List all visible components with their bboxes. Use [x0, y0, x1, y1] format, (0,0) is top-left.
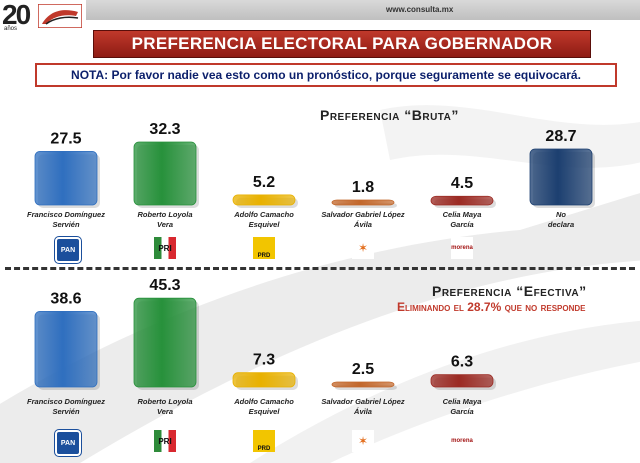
- candidate-name-line: Celia Maya: [442, 210, 482, 219]
- bar-mc: [331, 381, 395, 388]
- data-label: 7.3: [253, 352, 275, 369]
- party-logo-text: morena: [451, 245, 473, 251]
- consulta-logo: 20 años: [2, 0, 84, 32]
- prd-logo-icon: PRD: [253, 237, 275, 259]
- candidate-name-line: Adolfo Camacho: [234, 210, 294, 219]
- site-url: www.consulta.mx: [386, 5, 454, 14]
- bar-morena: [430, 374, 494, 388]
- party-logo-text: PRD: [257, 253, 271, 259]
- candidate-name-line: Ávila: [354, 220, 372, 229]
- data-label: 6.3: [451, 354, 473, 371]
- candidate-name: Salvador Gabriel López Ávila: [318, 397, 408, 417]
- candidate-name-line: Servién: [52, 407, 80, 416]
- pri-pvem-pt-logo-icon: PRI: [154, 237, 176, 259]
- chart-title-efectiva: Preferencia “Efectiva”: [432, 283, 587, 299]
- candidate-name-line: Salvador Gabriel López: [321, 397, 405, 406]
- disclaimer-box: NOTA: Por favor nadie vea esto como un p…: [35, 63, 617, 87]
- candidate-name-line: declara: [547, 220, 575, 229]
- bar-pri: [133, 141, 197, 206]
- data-label: 4.5: [451, 175, 473, 192]
- pan-logo-icon: PAN: [54, 429, 82, 457]
- chart-subtitle-efectiva: Eliminando el 28.7% que no responde: [397, 300, 586, 314]
- candidate-name: Roberto Loyola Vera: [120, 210, 210, 230]
- data-label: 27.5: [50, 130, 81, 147]
- bar-pan: [34, 150, 98, 206]
- candidate-name-line: Vera: [157, 407, 173, 416]
- data-label: 1.8: [352, 179, 374, 196]
- bar-mc: [331, 199, 395, 206]
- pri-pvem-pt-logo-icon: PRI: [154, 430, 176, 452]
- party-logo-text: ✶: [357, 434, 369, 448]
- party-logo-text: PRI: [158, 436, 172, 446]
- movimiento-ciudadano-logo-icon: ✶: [352, 237, 374, 259]
- candidate-name-line: Servién: [52, 220, 80, 229]
- bar-nodeclara: [529, 148, 593, 206]
- disclaimer-text: NOTA: Por favor nadie vea esto como un p…: [71, 68, 581, 82]
- bar-pan: [34, 310, 98, 388]
- candidate-name: Francisco Domínguez Servién: [21, 397, 111, 417]
- candidate-name: Celia Maya García: [417, 210, 507, 230]
- candidate-name-line: Adolfo Camacho: [234, 397, 294, 406]
- party-logo-text: ✶: [357, 241, 369, 255]
- page-title: PREFERENCIA ELECTORAL PARA GOBERNADOR: [131, 34, 553, 53]
- logo-emblem-icon: [38, 4, 82, 28]
- candidate-name-line: No: [556, 210, 566, 219]
- movimiento-ciudadano-logo-icon: ✶: [352, 430, 374, 452]
- chart-title-bruta: Preferencia “Bruta”: [320, 107, 459, 123]
- party-logo-text: PRI: [158, 243, 172, 253]
- candidate-name-line: Francisco Domínguez: [27, 397, 105, 406]
- top-bar: www.consulta.mx: [86, 0, 640, 20]
- candidate-name-line: Ávila: [354, 407, 372, 416]
- candidate-name-line: Roberto Loyola: [137, 210, 193, 219]
- candidate-name: Adolfo Camacho Esquivel: [219, 210, 309, 230]
- bar-prd: [232, 372, 296, 388]
- data-label: 5.2: [253, 174, 275, 191]
- bar-morena: [430, 195, 494, 206]
- party-logo-text: PAN: [60, 439, 76, 447]
- section-divider: [5, 267, 635, 270]
- party-logo-text: morena: [451, 438, 473, 444]
- morena-logo-icon: morena: [451, 430, 473, 452]
- logo-number: 20: [2, 0, 31, 30]
- logo-subtext: años: [4, 26, 18, 32]
- title-band: PREFERENCIA ELECTORAL PARA GOBERNADOR: [93, 30, 591, 58]
- candidate-name-line: Vera: [157, 220, 173, 229]
- candidate-name: Adolfo Camacho Esquivel: [219, 397, 309, 417]
- morena-logo-icon: morena: [451, 237, 473, 259]
- candidate-name-line: Celia Maya: [442, 397, 482, 406]
- candidate-name: Francisco Domínguez Servién: [21, 210, 111, 230]
- bar-prd: [232, 194, 296, 206]
- candidate-name-line: Salvador Gabriel López: [321, 210, 405, 219]
- candidate-name: Roberto Loyola Vera: [120, 397, 210, 417]
- prd-logo-icon: PRD: [253, 430, 275, 452]
- candidate-name-line: Esquivel: [248, 220, 280, 229]
- data-label: 32.3: [149, 121, 180, 138]
- candidate-name-line: García: [450, 407, 474, 416]
- pan-logo-icon: PAN: [54, 236, 82, 264]
- candidate-name: Celia Maya García: [417, 397, 507, 417]
- candidate-name-line: Francisco Domínguez: [27, 210, 105, 219]
- data-label: 45.3: [149, 277, 180, 294]
- data-label: 38.6: [50, 290, 81, 307]
- data-label: 2.5: [352, 361, 374, 378]
- candidate-name-line: Roberto Loyola: [137, 397, 193, 406]
- candidate-name-line: Esquivel: [248, 407, 280, 416]
- bar-pri: [133, 297, 197, 388]
- party-logo-text: PAN: [60, 246, 76, 254]
- data-label: 28.7: [545, 128, 576, 145]
- candidate-name: Salvador Gabriel López Ávila: [318, 210, 408, 230]
- candidate-name-line: García: [450, 220, 474, 229]
- party-logo-text: PRD: [257, 446, 271, 452]
- candidate-name: No declara: [516, 210, 606, 230]
